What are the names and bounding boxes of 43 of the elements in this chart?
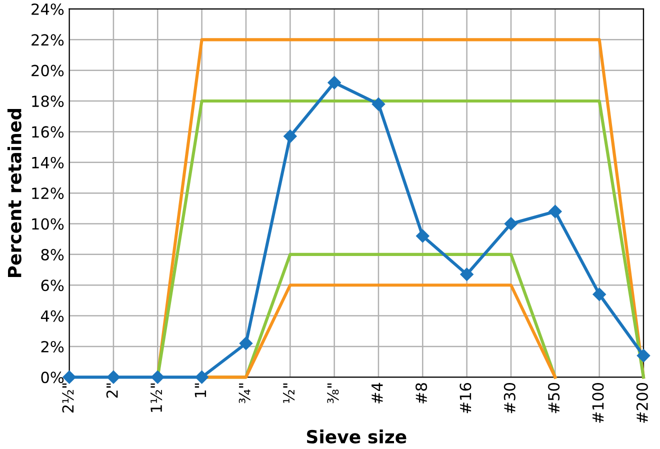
y-tick-label: 10%: [32, 218, 64, 230]
point: [592, 288, 606, 301]
point: [195, 370, 208, 384]
point: [636, 349, 650, 362]
x-tick-label: #200: [636, 383, 648, 423]
point: [106, 370, 120, 384]
x-tick-label: #50: [548, 383, 560, 414]
x-tick-label: 2": [106, 383, 118, 398]
point: [548, 204, 562, 218]
x-axis-title: Sieve size: [306, 430, 406, 444]
y-tick-label: 2%: [41, 340, 64, 352]
point: [504, 217, 518, 230]
point: [328, 76, 341, 90]
point: [239, 336, 253, 350]
x-tick-label: ¾": [238, 383, 250, 404]
point: [372, 98, 386, 111]
x-tick-label: 2½": [62, 383, 74, 412]
x-tick-label: #100: [592, 383, 604, 423]
y-tick-label: 4%: [40, 310, 64, 322]
x-tick-label: #16: [460, 382, 472, 414]
y-tick-label: 16%: [32, 126, 64, 138]
point: [62, 370, 76, 384]
y-tick-label: 14%: [32, 156, 64, 168]
y-tick-label: 18%: [32, 95, 64, 108]
y-tick-label: 22%: [32, 34, 64, 46]
x-tick-label: #4: [372, 382, 383, 404]
x-tick-label: ⅜": [327, 383, 339, 404]
y-tick-label: 12%: [32, 188, 64, 200]
y-tick-label: 8%: [41, 248, 64, 260]
x-tick-label: 1½": [150, 383, 162, 412]
point: [284, 130, 297, 143]
point: [416, 229, 430, 243]
point: [460, 268, 474, 281]
x-tick-label: #8: [416, 383, 428, 404]
x-tick-label: 1": [194, 383, 206, 398]
y-tick-label: 20%: [32, 64, 64, 76]
x-tick-label: ½": [283, 383, 295, 403]
y-tick-label: 24%: [32, 3, 64, 15]
y-axis-title: Percent retained: [7, 108, 22, 278]
x-tick-label: #30: [504, 383, 516, 414]
y-tick-label: 6%: [41, 280, 64, 292]
point: [151, 370, 164, 384]
y-tick-label: 0%: [41, 372, 64, 384]
